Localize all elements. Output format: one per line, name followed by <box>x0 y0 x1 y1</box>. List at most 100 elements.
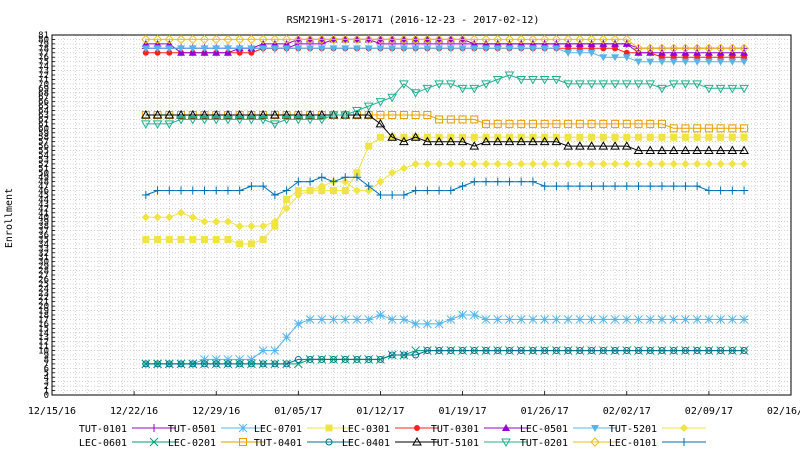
legend-label: LEC-0701 <box>254 424 302 435</box>
legend-item: LEC-0601 <box>79 437 176 449</box>
data-point <box>411 45 420 53</box>
data-point <box>376 177 385 186</box>
y-tick-label: 2 <box>44 382 49 392</box>
data-point <box>668 145 679 155</box>
legend-item: TUT-0101 <box>79 424 176 435</box>
data-point <box>282 332 291 342</box>
y-tick-label: 70 <box>38 80 49 90</box>
data-point <box>306 186 315 195</box>
data-point <box>634 182 643 191</box>
legend-item: TUT-5201 <box>609 424 706 435</box>
data-point <box>271 360 279 368</box>
data-point <box>633 80 644 89</box>
data-point <box>574 80 585 89</box>
data-point <box>646 159 655 168</box>
data-point <box>623 133 631 141</box>
data-point <box>141 45 150 53</box>
data-point <box>610 34 620 45</box>
data-point <box>717 347 725 355</box>
y-tick-label: 45 <box>38 191 49 201</box>
data-point <box>598 80 609 89</box>
y-tick-label: 71 <box>38 75 49 85</box>
data-point <box>622 119 631 128</box>
data-point <box>399 111 408 119</box>
data-point <box>681 347 689 355</box>
data-point <box>387 93 398 103</box>
data-point <box>200 186 209 195</box>
y-tick-label: 14 <box>38 329 49 339</box>
data-point <box>563 80 573 89</box>
data-point <box>516 34 526 45</box>
data-point <box>459 347 467 355</box>
legend-swatch-marker <box>238 423 248 433</box>
data-point <box>341 173 350 182</box>
legend-swatch-marker <box>239 438 247 446</box>
data-point <box>340 34 350 45</box>
data-point <box>434 319 444 329</box>
data-point <box>212 186 221 195</box>
data-point <box>434 136 444 146</box>
data-point <box>423 111 432 119</box>
data-point <box>364 186 373 195</box>
y-tick-label: 65 <box>38 102 49 112</box>
data-point <box>281 109 292 119</box>
data-point <box>587 182 596 191</box>
x-tick-label: 02/09/17 <box>685 406 733 417</box>
data-point <box>552 347 560 355</box>
data-point <box>505 347 513 355</box>
data-point <box>692 80 703 89</box>
data-point <box>387 34 397 45</box>
data-point <box>458 159 467 168</box>
data-point <box>446 186 455 195</box>
data-point <box>633 43 644 54</box>
data-point <box>446 315 456 324</box>
y-tick-label: 29 <box>38 262 49 272</box>
data-point <box>481 34 491 45</box>
data-point <box>516 75 527 85</box>
data-point <box>423 45 432 53</box>
data-point <box>692 315 702 324</box>
data-point <box>364 45 373 53</box>
data-point <box>469 310 479 320</box>
series-group <box>140 34 749 369</box>
data-point <box>294 45 303 53</box>
data-point <box>177 208 186 217</box>
data-point <box>141 213 150 222</box>
data-point <box>199 109 210 119</box>
data-point <box>458 45 467 53</box>
data-point <box>341 177 350 186</box>
data-point <box>681 315 690 324</box>
data-point <box>411 319 420 329</box>
data-point <box>293 319 303 329</box>
data-point <box>211 34 221 45</box>
data-point <box>528 45 537 53</box>
data-point <box>188 45 197 53</box>
data-point <box>152 109 163 119</box>
legend-label: LEC-0201 <box>168 438 216 449</box>
data-point <box>247 360 255 368</box>
data-point <box>211 109 222 119</box>
legend-swatch-marker <box>325 424 333 432</box>
data-point <box>270 191 279 199</box>
data-point <box>716 159 725 168</box>
legend-item: TUT-5101 <box>431 438 528 449</box>
data-point <box>283 360 291 368</box>
data-point <box>493 119 502 128</box>
data-point <box>166 49 173 56</box>
data-point <box>447 347 455 355</box>
data-point <box>399 80 409 89</box>
data-point <box>165 213 174 222</box>
data-point <box>470 177 479 186</box>
data-point <box>423 159 432 168</box>
data-point <box>445 136 456 146</box>
y-tick-label: 38 <box>38 222 49 232</box>
data-point <box>376 310 385 320</box>
data-point <box>575 315 585 324</box>
data-point <box>634 159 643 168</box>
grid <box>51 34 792 396</box>
y-tick-label: 73 <box>38 67 49 77</box>
data-point <box>234 34 245 45</box>
data-point <box>200 235 208 243</box>
legend-swatch-marker <box>412 436 422 446</box>
y-tick-label: 20 <box>38 302 49 312</box>
